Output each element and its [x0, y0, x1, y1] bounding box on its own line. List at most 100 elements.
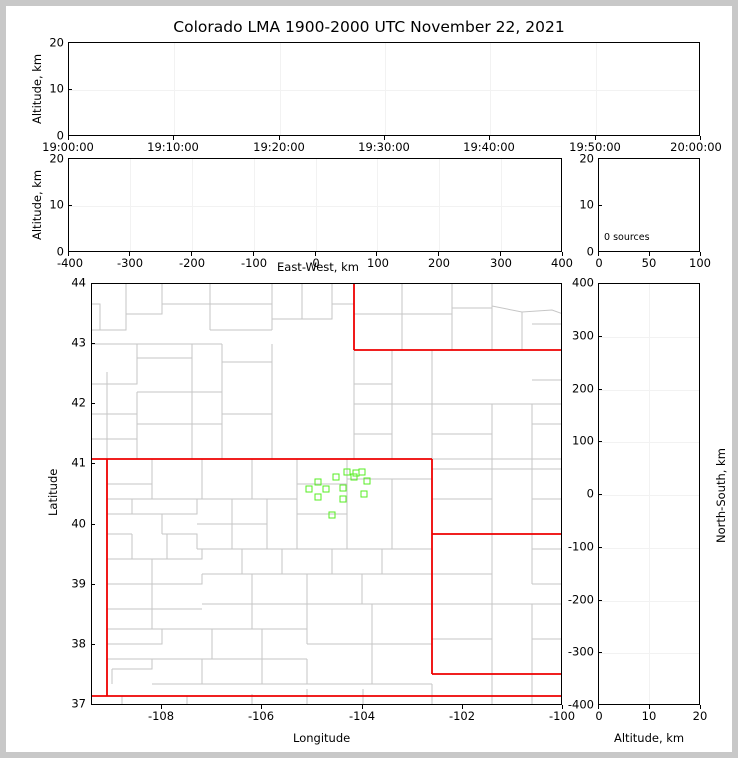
- lma-source-markers: [92, 284, 561, 704]
- panel-time-height[interactable]: [68, 42, 700, 136]
- tick-label: 10: [49, 197, 64, 212]
- gridline: [599, 442, 699, 443]
- lma-source-marker: [339, 484, 347, 492]
- axis-tick: [598, 494, 602, 495]
- tick-label: 0: [595, 709, 603, 723]
- tick-label: 43: [71, 335, 86, 350]
- gridline: [490, 43, 491, 135]
- lma-source-marker: [305, 485, 313, 493]
- axis-tick: [438, 252, 439, 256]
- gridline: [599, 390, 699, 391]
- axis-tick: [91, 403, 95, 404]
- tick-label: 200: [428, 256, 450, 270]
- axis-tick: [68, 136, 69, 140]
- tick-label: 0: [56, 244, 64, 259]
- axis-tick: [91, 704, 95, 705]
- axis-tick: [598, 205, 602, 206]
- axis-tick: [91, 584, 95, 585]
- tick-label: 38: [71, 636, 86, 651]
- tick-label: 0: [312, 256, 320, 270]
- panel-source-histogram[interactable]: [598, 158, 700, 252]
- tick-label: 41: [71, 455, 86, 470]
- axis-tick: [595, 136, 596, 140]
- axis-tick: [700, 252, 701, 256]
- axis-label-altitude-bottom: Altitude, km: [614, 731, 685, 745]
- tick-label: 100: [367, 256, 389, 270]
- lma-source-marker: [332, 473, 340, 481]
- axis-tick: [700, 705, 701, 709]
- lma-source-marker: [358, 468, 366, 476]
- gridline: [649, 284, 650, 704]
- lma-source-marker: [314, 493, 322, 501]
- gridline: [280, 43, 281, 135]
- tick-label: 0: [586, 486, 594, 501]
- panel-map[interactable]: [91, 283, 562, 705]
- gridline: [69, 206, 561, 207]
- axis-tick: [161, 705, 162, 709]
- tick-label: -400: [567, 697, 594, 712]
- tick-label: 50: [641, 256, 657, 270]
- axis-tick: [91, 524, 95, 525]
- tick-label: 19:30:00: [358, 140, 410, 154]
- tick-label: -200: [567, 592, 594, 607]
- axis-tick: [462, 705, 463, 709]
- axis-tick: [598, 441, 602, 442]
- gridline: [385, 43, 386, 135]
- axis-tick: [598, 389, 602, 390]
- gridline: [599, 653, 699, 654]
- page-title: Colorado LMA 1900-2000 UTC November 22, …: [173, 18, 565, 36]
- axis-tick: [315, 252, 316, 256]
- tick-label: -200: [178, 256, 206, 270]
- tick-label: 400: [551, 256, 573, 270]
- gridline: [599, 495, 699, 496]
- lma-source-marker: [350, 473, 358, 481]
- lma-source-marker: [363, 477, 371, 485]
- axis-tick: [91, 343, 95, 344]
- lma-source-marker: [322, 485, 330, 493]
- axis-label-longitude: Longitude: [293, 731, 351, 745]
- gridline: [69, 90, 699, 91]
- tick-label: 400: [572, 275, 594, 290]
- axis-tick: [598, 336, 602, 337]
- gridline: [316, 159, 317, 251]
- axis-tick: [598, 252, 599, 256]
- lma-source-marker: [328, 511, 335, 519]
- axis-tick: [91, 463, 95, 464]
- panel-eastwest-height[interactable]: [68, 158, 562, 252]
- tick-label: 0: [586, 244, 594, 259]
- tick-label: 20: [49, 151, 64, 166]
- axis-tick: [598, 547, 602, 548]
- gridline: [501, 159, 502, 251]
- lma-source-marker: [343, 468, 351, 476]
- tick-label: -400: [56, 256, 84, 270]
- tick-label: 19:50:00: [569, 140, 621, 154]
- gridline: [130, 159, 131, 251]
- axis-tick: [384, 136, 385, 140]
- axis-tick: [376, 252, 377, 256]
- axis-tick: [191, 252, 192, 256]
- tick-label: 10: [579, 197, 594, 212]
- tick-label: 19:40:00: [463, 140, 515, 154]
- tick-label: 10: [49, 81, 64, 96]
- gridline: [192, 159, 193, 251]
- tick-label: -100: [240, 256, 268, 270]
- axis-label-latitude: Latitude: [46, 468, 60, 516]
- gridline: [599, 337, 699, 338]
- axis-tick: [68, 252, 69, 256]
- tick-label: 19:10:00: [147, 140, 199, 154]
- tick-label: -102: [448, 709, 476, 723]
- axis-tick: [173, 136, 174, 140]
- tick-label: 20:00:00: [670, 140, 722, 154]
- lma-source-marker: [314, 478, 322, 486]
- tick-label: -108: [147, 709, 175, 723]
- tick-label: 40: [71, 516, 86, 531]
- panel-altitude-northsouth[interactable]: [598, 283, 700, 705]
- axis-label-eastwest: East-West, km: [277, 260, 359, 274]
- lma-figure: Colorado LMA 1900-2000 UTC November 22, …: [6, 6, 732, 752]
- tick-label: 100: [689, 256, 711, 270]
- axis-label-altitude: Altitude, km: [30, 169, 44, 240]
- tick-label: -104: [348, 709, 376, 723]
- axis-tick: [649, 705, 650, 709]
- gridline: [377, 159, 378, 251]
- tick-label: 200: [572, 381, 594, 396]
